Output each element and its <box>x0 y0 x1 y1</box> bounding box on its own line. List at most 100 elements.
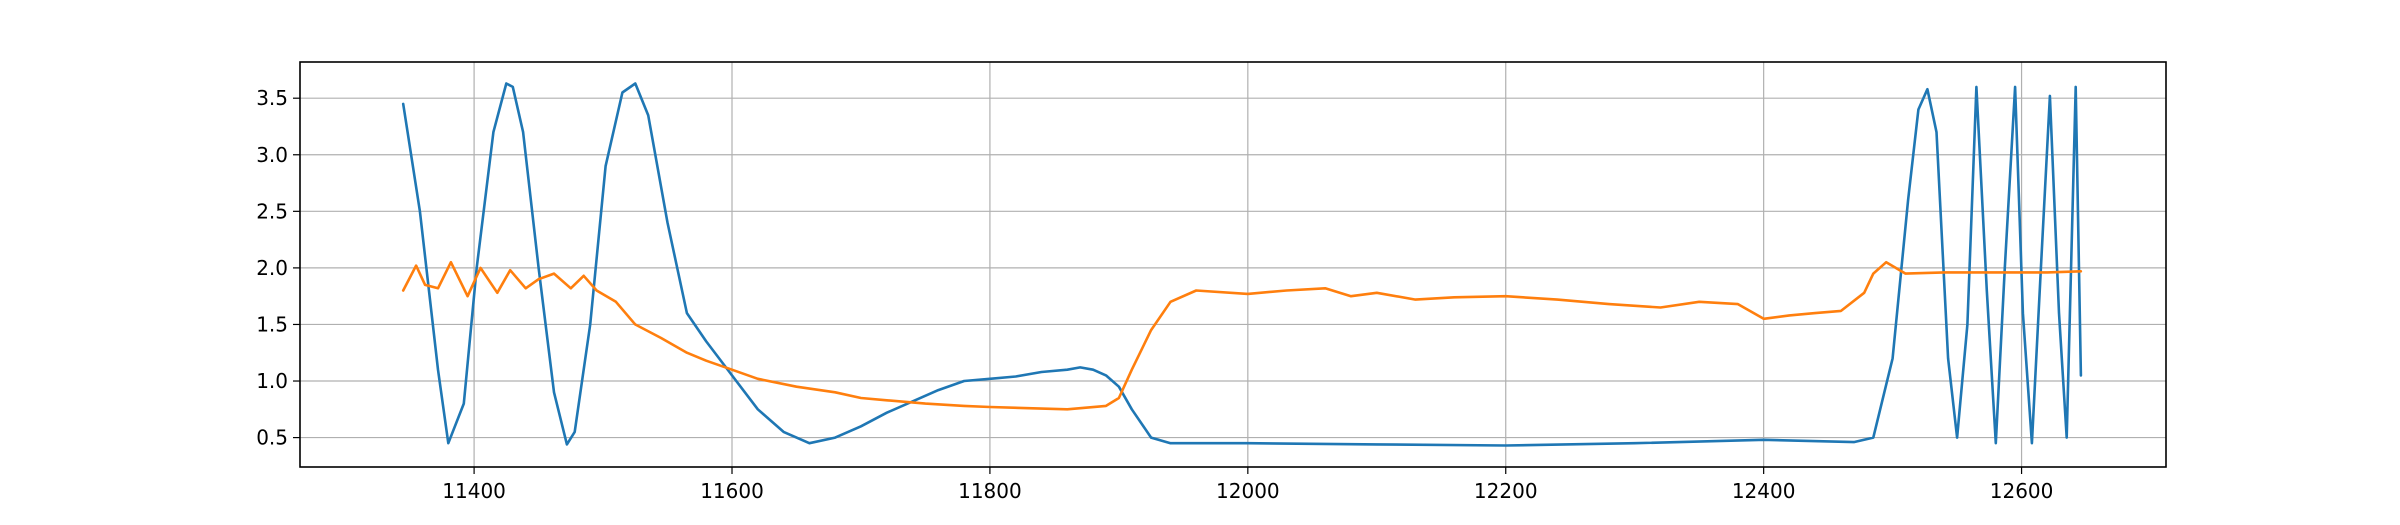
data-point-s0-46 <box>1633 442 1636 445</box>
data-point-s1-13 <box>582 275 585 277</box>
data-point-s0-63 <box>2022 312 2024 314</box>
y-tick-label: 2.5 <box>256 199 288 223</box>
data-point-s1-60 <box>2046 271 2049 274</box>
data-point-s0-10 <box>537 267 540 269</box>
data-point-s1-14 <box>595 289 598 292</box>
y-tick-label: 0.5 <box>256 426 288 450</box>
data-point-s1-4 <box>450 261 452 264</box>
y-tick-label: 3.5 <box>256 86 288 110</box>
data-point-s1-51 <box>1788 314 1791 317</box>
data-point-s0-11 <box>553 391 555 394</box>
data-point-s1-28 <box>989 406 991 408</box>
data-point-s1-53 <box>1840 310 1842 312</box>
data-point-s1-33 <box>1131 368 1133 371</box>
data-point-s0-53 <box>1926 88 1929 90</box>
data-point-s1-45 <box>1556 298 1559 301</box>
data-point-s0-32 <box>989 378 991 380</box>
data-point-s1-41 <box>1376 292 1378 294</box>
data-point-s0-30 <box>937 389 940 391</box>
data-point-s1-21 <box>757 378 759 380</box>
series-line-0 <box>401 82 2083 447</box>
data-point-s1-0 <box>402 289 405 292</box>
x-tick-label: 12000 <box>1216 479 1280 503</box>
data-point-s1-32 <box>1118 397 1120 399</box>
data-point-s1-38 <box>1285 289 1288 292</box>
data-point-s0-47 <box>1762 439 1765 441</box>
x-tick-label: 11600 <box>700 479 764 503</box>
data-point-s1-23 <box>834 391 836 394</box>
data-point-s0-55 <box>1947 357 1949 360</box>
data-point-s0-40 <box>1131 408 1133 411</box>
data-point-s0-21 <box>705 340 707 343</box>
grid <box>300 62 2166 467</box>
data-point-s0-28 <box>886 411 888 414</box>
data-point-s1-54 <box>1863 292 1865 294</box>
data-point-s0-66 <box>2049 95 2051 97</box>
data-point-s0-24 <box>782 431 785 433</box>
data-point-s1-15 <box>615 301 617 303</box>
data-point-s1-34 <box>1150 329 1152 331</box>
data-point-s0-49 <box>1872 436 1875 439</box>
data-point-s0-59 <box>1986 289 1988 292</box>
data-point-s1-59 <box>1995 271 1997 274</box>
data-point-s1-12 <box>570 287 572 290</box>
x-tick-label: 12400 <box>1732 479 1796 503</box>
data-point-s1-30 <box>1066 408 1069 411</box>
data-point-s0-65 <box>2040 267 2042 269</box>
data-point-s0-20 <box>686 312 688 314</box>
data-point-s1-46 <box>1608 303 1610 305</box>
data-point-s1-58 <box>1943 271 1945 274</box>
data-point-s1-36 <box>1195 289 1197 292</box>
data-point-s0-51 <box>1907 199 1909 201</box>
data-point-s0-50 <box>1891 357 1894 360</box>
data-point-s1-24 <box>860 397 862 399</box>
data-point-s0-37 <box>1092 368 1094 371</box>
y-tick-label: 3.0 <box>256 143 288 167</box>
data-point-s1-9 <box>524 287 527 290</box>
data-point-s1-47 <box>1659 306 1662 309</box>
data-point-s1-19 <box>705 359 707 362</box>
data-point-s0-69 <box>2074 86 2077 88</box>
data-point-s1-31 <box>1105 405 1107 407</box>
data-point-s1-50 <box>1762 318 1765 320</box>
data-point-s1-16 <box>634 323 637 326</box>
data-point-s1-8 <box>509 269 512 272</box>
data-point-s0-61 <box>2004 267 2006 269</box>
data-point-s1-44 <box>1504 295 1507 298</box>
data-point-s0-3 <box>447 442 450 445</box>
y-tick-label: 1.5 <box>256 312 288 336</box>
data-point-s0-2 <box>437 368 439 371</box>
data-point-s0-12 <box>566 443 568 446</box>
data-point-s1-1 <box>415 264 417 267</box>
data-point-s1-37 <box>1247 293 1249 295</box>
data-point-s0-31 <box>963 380 965 382</box>
y-tick-label: 1.0 <box>256 369 288 393</box>
data-point-s1-29 <box>1027 407 1030 410</box>
data-point-s0-34 <box>1040 371 1043 373</box>
data-point-s0-17 <box>634 82 637 85</box>
data-point-s1-25 <box>886 399 888 402</box>
data-point-s1-27 <box>963 405 965 407</box>
data-point-s0-68 <box>2065 436 2068 439</box>
data-point-s0-19 <box>666 221 669 224</box>
data-point-s1-56 <box>1885 261 1887 264</box>
data-point-s0-57 <box>1966 323 1969 326</box>
data-point-s1-57 <box>1904 272 1907 275</box>
data-point-s1-3 <box>437 287 439 290</box>
data-point-s0-22 <box>731 374 733 377</box>
data-point-s1-43 <box>1453 296 1455 299</box>
data-point-s0-16 <box>621 91 624 94</box>
data-point-s0-45 <box>1504 444 1507 447</box>
y-tick-label: 2.0 <box>256 256 288 280</box>
data-point-s0-15 <box>604 165 607 167</box>
data-point-s0-70 <box>2080 374 2082 377</box>
data-point-s0-13 <box>573 431 576 433</box>
data-point-s1-42 <box>1414 298 1417 301</box>
x-tick-label: 11400 <box>442 479 506 503</box>
data-point-s1-18 <box>686 351 688 354</box>
data-point-s0-6 <box>492 131 495 133</box>
data-point-s0-48 <box>1853 441 1855 443</box>
x-tick-label: 11800 <box>958 479 1022 503</box>
data-point-s1-5 <box>466 295 469 298</box>
